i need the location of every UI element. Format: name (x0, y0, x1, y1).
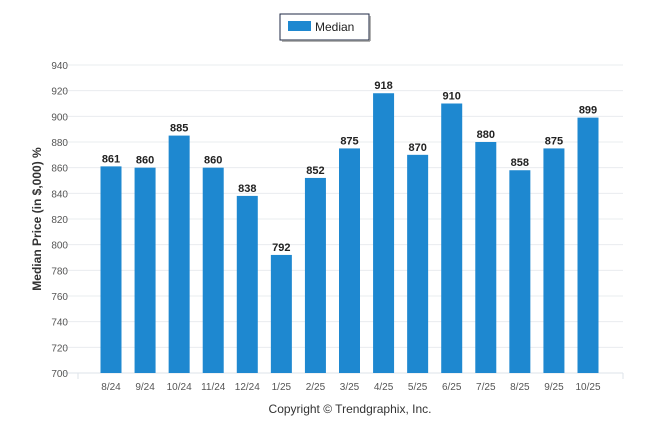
bar-9-25[interactable] (543, 148, 565, 373)
data-label: 860 (136, 155, 154, 167)
data-label: 918 (374, 80, 392, 92)
y-tick-label: 740 (51, 318, 68, 329)
data-label: 860 (204, 155, 222, 167)
bar-5-25[interactable] (407, 154, 429, 373)
y-axis-label: Median Price (in $,000) % (30, 147, 44, 291)
bar-4-25[interactable] (373, 93, 395, 373)
bar-8-24[interactable] (100, 166, 122, 373)
x-tick-label: 8/24 (101, 382, 121, 393)
bar-9-24[interactable] (134, 167, 156, 373)
bar-1-25[interactable] (270, 254, 292, 373)
x-tick-label: 2/25 (306, 382, 326, 393)
y-tick-label: 760 (51, 292, 68, 303)
x-tick-label: 9/24 (135, 382, 155, 393)
data-labels: 861 860 885 860 838 792 852 875 918 870 910 880 858 8… (102, 80, 597, 254)
bars (100, 93, 599, 374)
data-label: 875 (545, 135, 563, 147)
x-tick-label: 10/24 (167, 382, 192, 393)
data-label: 910 (443, 91, 461, 103)
x-tick-label: 4/25 (374, 382, 394, 393)
data-label: 838 (238, 183, 256, 195)
y-tick-label: 780 (51, 266, 68, 277)
y-tick-label: 940 (51, 61, 68, 72)
x-tick-label: 11/24 (201, 382, 226, 393)
y-tick-label: 700 (51, 369, 68, 380)
x-tick-label: 1/25 (272, 382, 292, 393)
x-tick-label: 6/25 (442, 382, 462, 393)
bar-3-25[interactable] (339, 148, 360, 373)
data-label: 899 (579, 105, 597, 117)
y-tick-label: 800 (51, 241, 68, 252)
data-label: 870 (408, 142, 426, 154)
y-tick-label: 820 (51, 215, 68, 226)
x-tick-label: 10/25 (575, 382, 600, 393)
x-axis-ticks: 8/24 9/24 10/24 11/24 12/24 1/25 2/25 3/25 4/25 5… (101, 382, 601, 393)
legend[interactable]: Median (279, 13, 371, 42)
data-label: 852 (306, 165, 324, 177)
y-tick-label: 720 (51, 343, 68, 354)
legend-label: Median (315, 20, 354, 34)
bar-2-25[interactable] (304, 177, 326, 373)
y-tick-label: 880 (51, 138, 68, 149)
bar-11-24[interactable] (202, 167, 224, 373)
data-label: 858 (511, 157, 529, 169)
bar-6-25[interactable] (441, 103, 463, 374)
bar-7-25[interactable] (475, 142, 497, 373)
x-tick-label: 5/25 (408, 382, 428, 393)
data-label: 885 (170, 123, 188, 135)
x-tick-label: 7/25 (476, 382, 496, 393)
y-tick-label: 920 (51, 87, 68, 98)
data-label: 861 (102, 153, 120, 165)
bar-10-25[interactable] (577, 117, 599, 373)
bar-12-24[interactable] (236, 195, 258, 373)
bar-10-24[interactable] (168, 135, 190, 373)
legend-swatch (288, 21, 311, 31)
y-tick-label: 860 (51, 164, 68, 175)
y-axis-ticks: 700 720 740 760 780 800 820 840 860 880 900 920 940 (51, 61, 68, 380)
bar-8-25[interactable] (509, 170, 531, 373)
copyright-footer: Copyright © Trendgraphix, Inc. (269, 402, 432, 416)
y-tick-label: 900 (51, 112, 68, 123)
data-label: 880 (477, 129, 495, 141)
x-tick-label: 12/24 (235, 382, 260, 393)
x-tick-label: 8/25 (510, 382, 530, 393)
x-tick-label: 9/25 (544, 382, 564, 393)
x-tick-label: 3/25 (340, 382, 360, 393)
y-tick-label: 840 (51, 189, 68, 200)
data-label: 875 (340, 135, 358, 147)
data-label: 792 (272, 242, 290, 254)
